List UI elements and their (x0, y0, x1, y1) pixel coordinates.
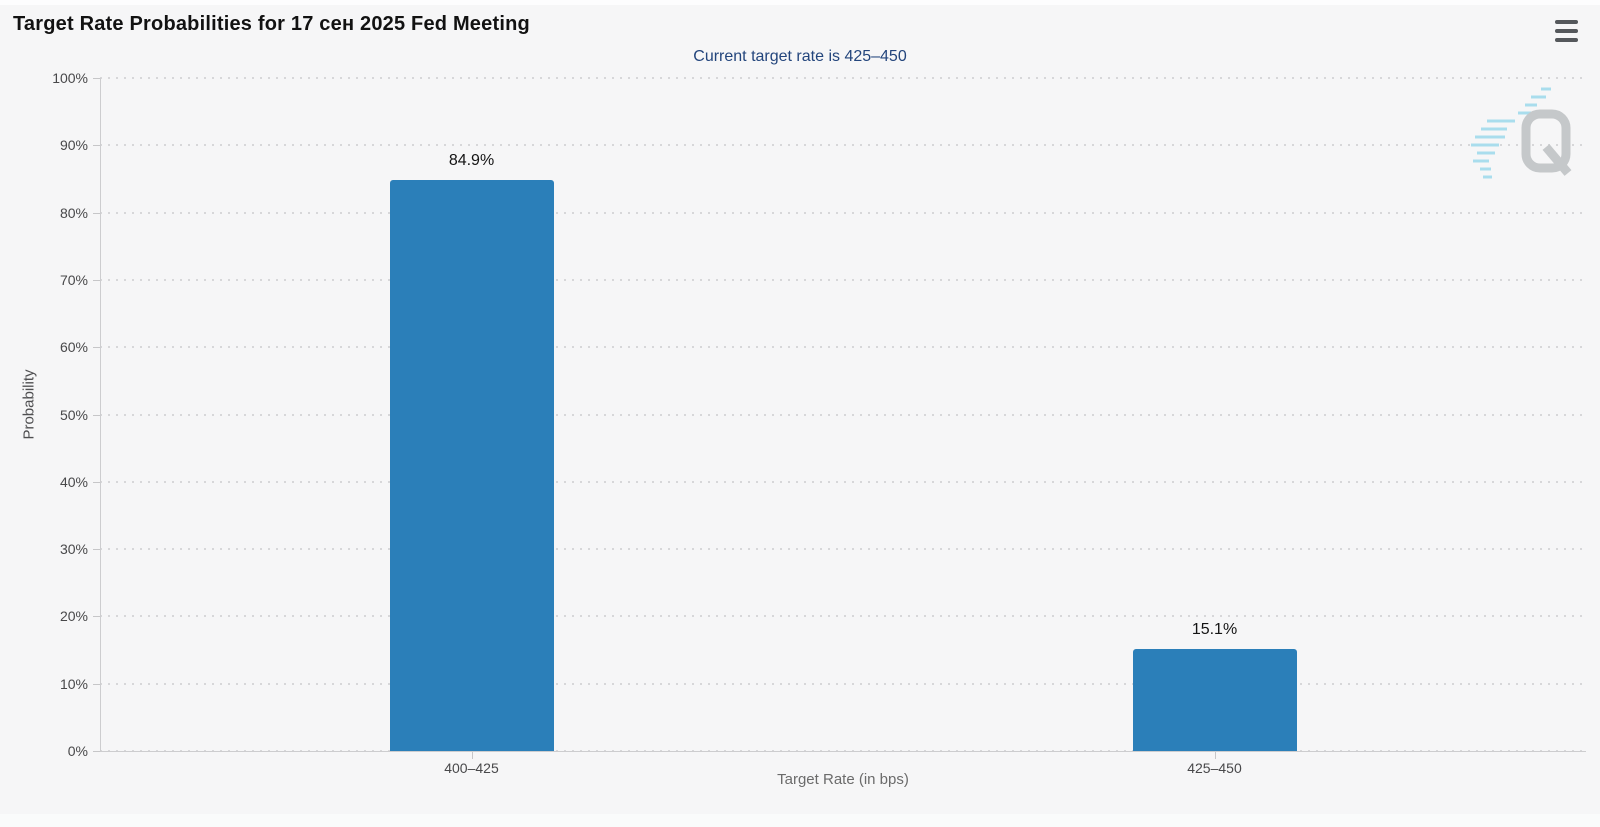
x-tick-425–450 (1214, 752, 1216, 759)
x-axis-title: Target Rate (in bps) (777, 771, 909, 788)
y-gridline-50 (100, 413, 1586, 416)
y-tick-label-80: 80% (59, 204, 88, 221)
y-tick-0 (93, 751, 100, 752)
x-tick-label-425–450: 425–450 (1187, 760, 1242, 776)
y-gridline-10 (100, 682, 1586, 685)
y-tick-label-40: 40% (59, 473, 88, 490)
hamburger-menu-icon[interactable] (1555, 20, 1578, 42)
y-tick-80 (93, 212, 100, 214)
x-tick-400–425 (471, 752, 473, 759)
y-gridline-40 (100, 480, 1586, 483)
bar-value-label-425–450: 15.1% (1191, 621, 1238, 639)
bar-425–450[interactable] (1132, 649, 1297, 751)
y-tick-label-30: 30% (59, 541, 88, 558)
x-axis-line (100, 751, 1586, 752)
y-tick-label-20: 20% (59, 608, 88, 625)
y-tick-50 (93, 414, 100, 416)
watermark-q-logo (1471, 87, 1572, 179)
y-tick-label-60: 60% (59, 339, 88, 356)
y-gridline-70 (100, 278, 1586, 281)
y-axis-line (100, 78, 101, 751)
y-gridline-30 (100, 548, 1586, 551)
y-gridline-20 (100, 615, 1586, 618)
x-tick-label-400–425: 400–425 (444, 760, 499, 776)
top-strip (0, 0, 1600, 5)
y-tick-label-50: 50% (59, 406, 88, 423)
y-tick-20 (93, 616, 100, 618)
y-tick-label-0: 0% (67, 743, 88, 759)
y-tick-40 (93, 481, 100, 483)
y-tick-label-70: 70% (59, 271, 88, 288)
y-gridline-60 (100, 346, 1586, 349)
bottom-strip (0, 814, 1600, 827)
y-tick-70 (93, 279, 100, 281)
chart-subtitle: Current target rate is 425–450 (693, 48, 907, 65)
y-gridline-100 (100, 77, 1586, 79)
y-tick-label-100: 100% (52, 70, 88, 86)
y-tick-30 (93, 549, 100, 551)
bar-value-label-400–425: 84.9% (448, 151, 495, 169)
y-gridline-80 (100, 211, 1586, 214)
bar-400–425[interactable] (389, 179, 554, 751)
y-gridline-90 (100, 144, 1586, 147)
y-tick-label-10: 10% (59, 675, 88, 692)
y-tick-100 (93, 78, 100, 79)
y-tick-60 (93, 347, 100, 349)
y-tick-90 (93, 145, 100, 147)
page-title: Target Rate Probabilities for 17 сен 202… (13, 13, 530, 35)
y-tick-10 (93, 683, 100, 685)
y-tick-label-90: 90% (59, 137, 88, 154)
